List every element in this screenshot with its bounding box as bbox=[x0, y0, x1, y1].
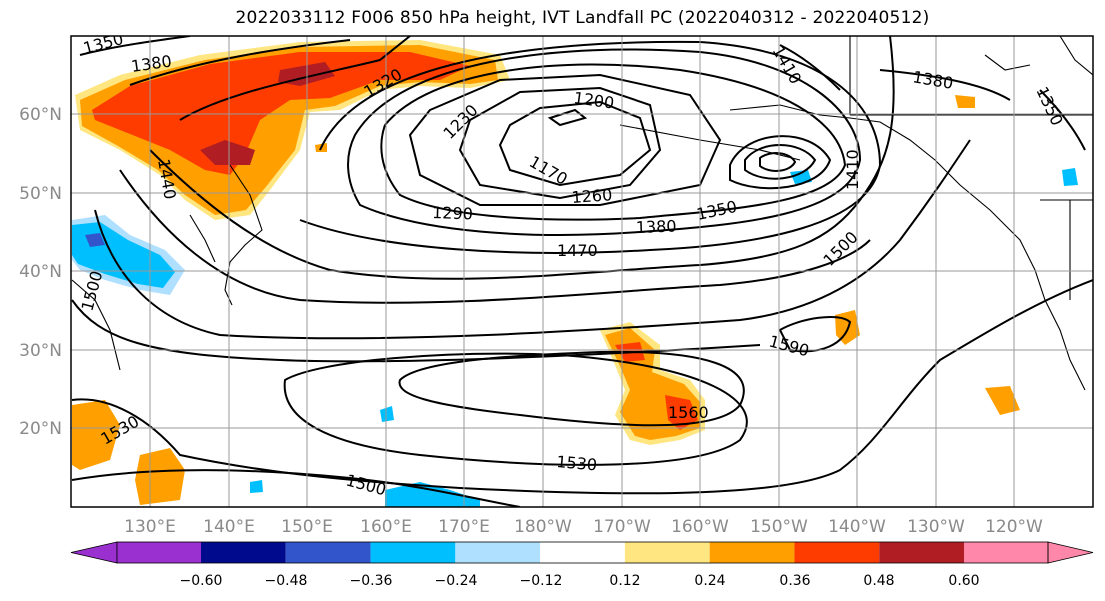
ivt-positive-region bbox=[92, 52, 470, 175]
map-frame bbox=[70, 35, 1094, 508]
lon-label: 170°W bbox=[593, 517, 651, 537]
colorbar: −0.60 −0.48 −0.36 −0.24 −0.12 0.12 0.24 … bbox=[70, 541, 1094, 589]
contour-line bbox=[129, 39, 351, 86]
colorbar-tick-label: −0.60 bbox=[180, 573, 223, 589]
ivt-positive-region bbox=[135, 448, 185, 505]
colorbar-segment bbox=[117, 542, 201, 563]
contour-line bbox=[498, 100, 652, 187]
contour-line bbox=[744, 144, 817, 180]
contour-line bbox=[458, 86, 662, 200]
lon-label: 150°W bbox=[750, 517, 808, 537]
colorbar-tick-label: 0.60 bbox=[948, 573, 979, 589]
contour-line bbox=[71, 469, 521, 507]
contour-line bbox=[283, 352, 748, 466]
ivt-positive-region bbox=[200, 140, 255, 165]
colorbar-tick-label: 0.12 bbox=[609, 573, 640, 589]
colorbar-outline bbox=[116, 541, 1049, 564]
contour-label: 1380 bbox=[635, 217, 676, 237]
contour-label: 1290 bbox=[432, 203, 473, 223]
ivt-negative-region bbox=[380, 406, 394, 422]
colorbar-segment bbox=[964, 542, 1048, 563]
lon-label: 140°W bbox=[828, 517, 886, 537]
colorbar-segment bbox=[370, 542, 456, 563]
colorbar-tick-label: 0.36 bbox=[779, 573, 810, 589]
colorbar-segments bbox=[70, 541, 1094, 564]
lon-label: 180°W bbox=[514, 517, 572, 537]
contour-line bbox=[71, 279, 1093, 495]
contour-line bbox=[119, 169, 871, 304]
longitude-labels: 130°E 140°E 150°E 160°E 170°E 180°W 170°… bbox=[124, 517, 1043, 537]
colorbar-tick-label: −0.12 bbox=[520, 573, 563, 589]
ivt-positive-region bbox=[985, 386, 1020, 415]
contour-label: 1530 bbox=[556, 452, 598, 474]
gridlines bbox=[71, 36, 1093, 507]
contour-line bbox=[547, 108, 588, 127]
lat-label: 20°N bbox=[19, 419, 62, 439]
colorbar-segment bbox=[455, 542, 541, 563]
ivt-negative-region bbox=[250, 480, 263, 493]
ivt-positive-region bbox=[955, 95, 975, 108]
contour-line bbox=[729, 135, 832, 190]
colorbar-tick-label: −0.36 bbox=[350, 573, 393, 589]
ivt-negative-region bbox=[790, 170, 812, 184]
coastlines bbox=[71, 36, 1093, 391]
colorbar-tick-label: −0.24 bbox=[435, 573, 478, 589]
contour-line bbox=[347, 48, 862, 236]
ivt-positive-region bbox=[665, 395, 698, 430]
colorbar-segment bbox=[201, 542, 286, 563]
contour-line bbox=[879, 69, 1011, 101]
colorbar-segment bbox=[540, 542, 625, 563]
lat-label: 40°N bbox=[19, 262, 62, 282]
colorbar-tick-label: 0.24 bbox=[694, 573, 725, 589]
contour-line bbox=[759, 152, 797, 172]
colorbar-segment bbox=[624, 542, 710, 563]
colorbar-segment bbox=[879, 542, 964, 563]
contour-line bbox=[94, 139, 971, 340]
lon-label: 130°W bbox=[907, 517, 965, 537]
lat-label: 50°N bbox=[19, 184, 62, 204]
map-title: 2022033112 F006 850 hPa height, IVT Land… bbox=[235, 8, 930, 28]
height-contours bbox=[71, 36, 1093, 507]
contour-line bbox=[71, 299, 761, 363]
lat-label: 30°N bbox=[19, 341, 62, 361]
contour-label: 1410 bbox=[843, 149, 862, 190]
colorbar-segment bbox=[285, 542, 371, 563]
colorbar-extend-right bbox=[1047, 541, 1094, 564]
ivt-negative-region bbox=[85, 233, 105, 247]
contour-line bbox=[149, 36, 895, 280]
colorbar-ticks: −0.60 −0.48 −0.36 −0.24 −0.12 0.12 0.24 … bbox=[180, 573, 980, 589]
contour-line bbox=[179, 36, 411, 121]
lon-label: 130°E bbox=[124, 517, 176, 537]
lon-label: 170°E bbox=[438, 517, 490, 537]
colorbar-segment bbox=[794, 542, 880, 563]
lon-label: 160°E bbox=[360, 517, 412, 537]
lon-label: 120°W bbox=[985, 517, 1043, 537]
colorbar-extend-left bbox=[70, 541, 118, 564]
colorbar-tick-label: 0.48 bbox=[863, 573, 894, 589]
ivt-negative-region bbox=[1062, 168, 1078, 186]
colorbar-segment bbox=[709, 542, 795, 563]
ivt-positive-region bbox=[72, 400, 120, 470]
contour-label: 1560 bbox=[668, 403, 709, 422]
ivt-negative-region bbox=[385, 482, 480, 507]
lat-label: 60°N bbox=[19, 105, 62, 125]
lon-label: 150°E bbox=[281, 517, 333, 537]
contour-line bbox=[778, 315, 852, 353]
contour-line bbox=[1039, 89, 1086, 151]
latitude-labels: 60°N 50°N 40°N 30°N 20°N bbox=[19, 105, 62, 439]
colorbar-tick-label: −0.48 bbox=[265, 573, 308, 589]
contour-label: 1260 bbox=[571, 185, 613, 207]
contour-line bbox=[779, 44, 841, 91]
contour-label: 1470 bbox=[557, 241, 598, 260]
contour-line bbox=[79, 36, 191, 56]
lon-label: 160°W bbox=[671, 517, 729, 537]
contour-line bbox=[380, 63, 847, 221]
lon-label: 140°E bbox=[203, 517, 255, 537]
